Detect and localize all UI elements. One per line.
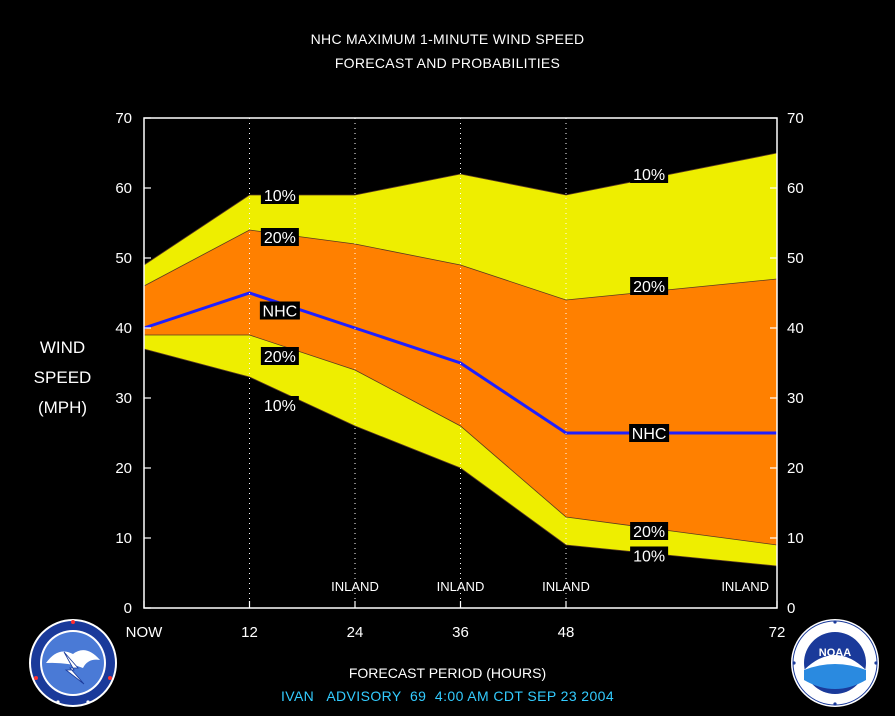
y-tick-label-left: 40 [115, 320, 132, 337]
band-edge-line [144, 334, 778, 546]
series-label-box [630, 522, 669, 540]
chart-title-line2: FORECAST AND PROBABILITIES [334, 55, 561, 71]
x-tick-label: 72 [769, 624, 786, 641]
advisory-time: 4:00 AM CDT SEP 23 2004 [434, 688, 615, 704]
inland-label: INLAND [437, 579, 485, 594]
band-edge-line [143, 348, 778, 567]
inland-label: INLAND [721, 579, 769, 594]
y-tick-label-left: 0 [124, 600, 132, 617]
series-label: 10% [633, 167, 665, 184]
national-weather-service-logo [29, 619, 117, 707]
y-axis-label-wind: WIND [39, 338, 86, 357]
y-tick-label-left: 20 [115, 460, 132, 477]
y-tick-label-right: 40 [787, 320, 804, 337]
y-tick-label-right: 30 [787, 390, 804, 407]
y-tick-label-right: 60 [787, 180, 804, 197]
y-tick-label-left: 50 [115, 250, 132, 267]
series-label: NHC [263, 304, 298, 321]
series-label-box [630, 165, 669, 183]
series-label-box [630, 277, 669, 295]
series-label-box [259, 301, 300, 320]
advisory-footer: IVAN ADVISORY 69 4:00 AM CDT SEP 23 2004 [0, 688, 895, 704]
series-label-box [629, 424, 670, 442]
x-tick-label: NOW [126, 624, 164, 641]
x-axis-label: FORECAST PERIOD (HOURS) [348, 665, 547, 681]
series-label: 20% [264, 230, 296, 247]
advisory-label: ADVISORY [326, 688, 402, 704]
x-tick-label: 36 [452, 624, 469, 641]
y-tick-label-right: 50 [787, 250, 804, 267]
series-label: 10% [633, 549, 665, 566]
series-label: NHC [632, 426, 667, 443]
nhc-forecast-line [143, 291, 777, 435]
x-tick-label: 12 [241, 624, 258, 641]
inland-label: INLAND [331, 579, 379, 594]
inland-label: INLAND [542, 579, 590, 594]
series-label: 10% [264, 398, 296, 415]
series-labels: INLAND INLAND INLAND INLAND 10% 20% NHC 20% 10% 1… [259, 165, 769, 594]
series-label: 20% [264, 349, 296, 366]
band-edge-line [143, 229, 778, 301]
y-tick-label-left: 70 [115, 110, 132, 127]
series-label-box [260, 186, 299, 204]
series-label: 20% [633, 524, 665, 541]
noaa-logo-text: NOAA [819, 647, 851, 659]
x-tick-label: 48 [558, 624, 575, 641]
series-label: 10% [264, 188, 296, 205]
y-axis-label-speed: SPEED [33, 368, 92, 387]
y-tick-label-left: 10 [115, 530, 132, 547]
band-edge-line [143, 152, 778, 266]
band-20-percent [144, 230, 777, 545]
series-label-box [260, 228, 299, 246]
noaa-logo: NOAA [791, 619, 879, 707]
chart-title-line1: NHC MAXIMUM 1-MINUTE WIND SPEED [310, 31, 585, 47]
storm-name: IVAN [280, 688, 315, 704]
x-tick-label: 24 [347, 624, 364, 641]
y-axis-label-units: (MPH) [37, 398, 88, 417]
y-tick-label-left: 60 [115, 180, 132, 197]
series-label-box [260, 396, 299, 414]
series-label-box [630, 546, 669, 565]
y-tick-label-right: 70 [787, 110, 804, 127]
series-label: 20% [633, 279, 665, 296]
advisory-number: 69 [409, 688, 427, 704]
y-tick-label-right: 20 [787, 460, 804, 477]
y-tick-label-right: 10 [787, 530, 804, 547]
series-label-box [260, 347, 299, 365]
plot-area [143, 118, 778, 608]
axes: 0 0 10 10 20 20 30 30 40 40 50 50 60 60 70 70 NOW 12 24 36 4… [115, 110, 803, 641]
y-tick-label-left: 30 [115, 390, 132, 407]
y-tick-label-right: 0 [787, 600, 795, 617]
